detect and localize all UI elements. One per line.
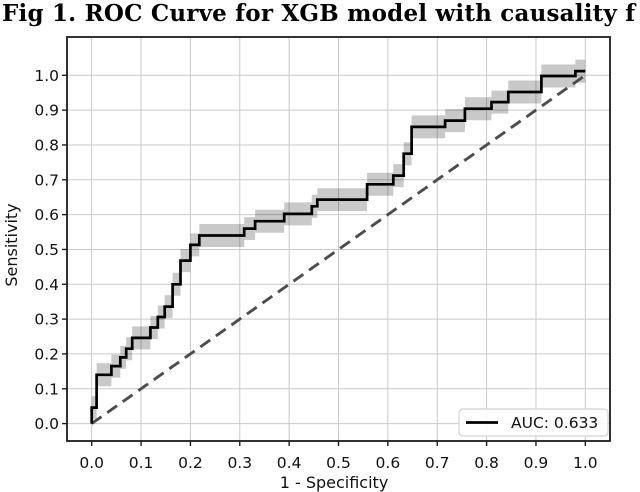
x-tick-label: 1.0 xyxy=(573,454,598,472)
y-tick-label: 0.2 xyxy=(34,345,59,363)
y-axis-label: Sensitivity xyxy=(2,203,21,286)
roc-curve-line xyxy=(90,69,586,424)
chance-diagonal-line xyxy=(90,74,587,425)
y-tick-label: 0.5 xyxy=(34,241,59,259)
legend-label: AUC: 0.633 xyxy=(511,414,598,432)
y-tick-label: 0.8 xyxy=(34,136,59,154)
x-tick-label: 0.6 xyxy=(376,454,401,472)
y-tick-label: 0.3 xyxy=(34,311,59,329)
x-tick-label: 0.1 xyxy=(129,454,154,472)
y-tick-label: 0.4 xyxy=(34,276,59,294)
x-tick-label: 0.4 xyxy=(277,454,302,472)
legend: AUC: 0.633 xyxy=(458,408,609,437)
x-tick-label: 0.5 xyxy=(326,454,351,472)
y-tick-label: 0.6 xyxy=(34,206,59,224)
y-tick-label: 0.0 xyxy=(34,415,59,433)
x-tick-label: 0.3 xyxy=(227,454,252,472)
roc-curve-group xyxy=(90,69,586,424)
x-tick-label: 0.8 xyxy=(474,454,499,472)
y-tick-label: 0.9 xyxy=(34,102,59,120)
axis-ticks: 0.0 0.1 0.2 0.3 0.4 0.5 0.6 0.7 0.8 0.9 1.0 0.0 0.1 0… xyxy=(34,67,597,472)
x-tick-label: 0.7 xyxy=(425,454,450,472)
y-tick-label: 0.1 xyxy=(34,380,59,398)
y-tick-label: 0.7 xyxy=(34,171,59,189)
x-tick-label: 0.2 xyxy=(178,454,203,472)
chance-diagonal-group xyxy=(90,74,587,425)
x-axis-label: 1 - Specificity xyxy=(280,473,389,492)
legend-box xyxy=(458,408,609,437)
x-tick-label: 0.9 xyxy=(524,454,549,472)
figure-title: Fig 1. ROC Curve for XGB model with caus… xyxy=(2,0,636,27)
x-tick-label: 0.0 xyxy=(79,454,104,472)
y-tick-label: 1.0 xyxy=(34,67,59,85)
grid xyxy=(67,37,610,441)
